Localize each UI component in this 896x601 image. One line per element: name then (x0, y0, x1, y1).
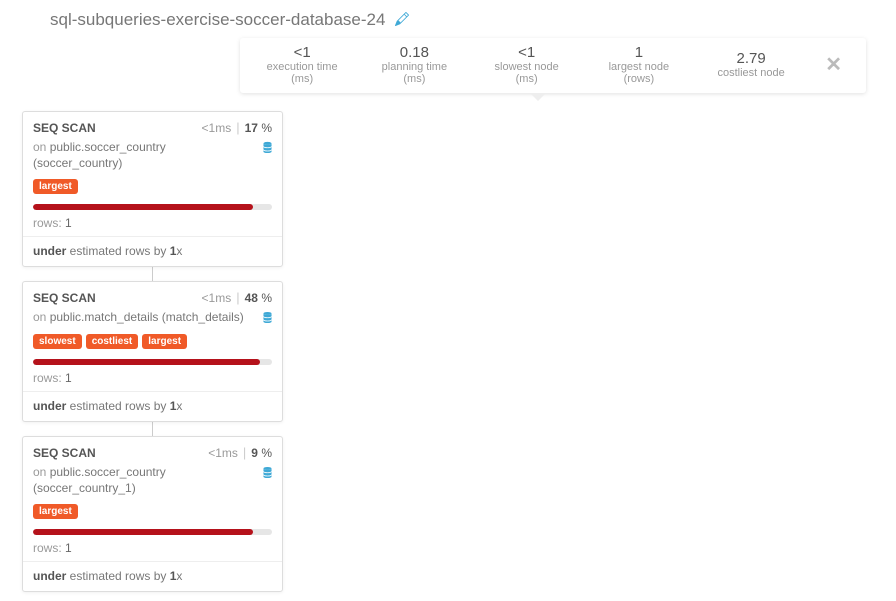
separator: | (243, 445, 246, 460)
stat-value: <1 (485, 44, 569, 61)
badge-largest: largest (33, 179, 78, 194)
rows-line: rows: 1 (23, 369, 282, 391)
rows-line: rows: 1 (23, 539, 282, 561)
node-title: SEQ SCAN (33, 121, 202, 135)
database-icon (261, 311, 274, 329)
page-header: sql-subqueries-exercise-soccer-database-… (0, 0, 896, 38)
node-title: SEQ SCAN (33, 446, 208, 460)
node-header: SEQ SCAN <1ms | 48 % (23, 282, 282, 309)
stat-label: slowest node (ms) (485, 61, 569, 85)
close-icon[interactable]: ✕ (821, 52, 846, 77)
plan-nodes: SEQ SCAN <1ms | 17 % on public.soccer_co… (0, 111, 896, 592)
node-connector (152, 267, 153, 281)
stat-planning-time: 0.18 planning time (ms) (372, 44, 456, 85)
progress-bar (33, 359, 272, 365)
stat-costliest-node: 2.79 costliest node (709, 50, 793, 79)
badge-largest: largest (33, 504, 78, 519)
stat-largest-node: 1 largest node (rows) (597, 44, 681, 85)
node-title: SEQ SCAN (33, 291, 202, 305)
estimate-line: under estimated rows by 1x (23, 392, 282, 421)
stats-bar: <1 execution time (ms) 0.18 planning tim… (240, 38, 866, 93)
node-time: <1ms (202, 121, 232, 135)
stat-slowest-node: <1 slowest node (ms) (485, 44, 569, 85)
node-percent: 17 % (245, 121, 272, 135)
node-subtitle: on public.soccer_country (soccer_country… (23, 464, 282, 502)
stat-value: 2.79 (709, 50, 793, 67)
stat-label: planning time (ms) (372, 61, 456, 85)
node-connector (152, 422, 153, 436)
database-icon (261, 466, 274, 484)
plan-node[interactable]: SEQ SCAN <1ms | 48 % on public.match_det… (22, 281, 283, 421)
pencil-icon[interactable] (395, 12, 409, 29)
estimate-line: under estimated rows by 1x (23, 562, 282, 591)
separator: | (236, 120, 239, 135)
badge-costliest: costliest (86, 334, 139, 349)
progress-fill (33, 204, 253, 210)
node-time: <1ms (208, 446, 238, 460)
stat-execution-time: <1 execution time (ms) (260, 44, 344, 85)
badge-slowest: slowest (33, 334, 82, 349)
progress-fill (33, 529, 253, 535)
node-subtitle: on public.soccer_country (soccer_country… (23, 139, 282, 177)
page-title: sql-subqueries-exercise-soccer-database-… (50, 10, 385, 30)
progress-bar (33, 529, 272, 535)
database-icon (261, 141, 274, 159)
progress-fill (33, 359, 260, 365)
stat-label: execution time (ms) (260, 61, 344, 85)
stat-value: 1 (597, 44, 681, 61)
node-time: <1ms (202, 291, 232, 305)
stat-value: <1 (260, 44, 344, 61)
node-percent: 9 % (251, 446, 272, 460)
badge-largest: largest (142, 334, 187, 349)
node-subtitle: on public.match_details (match_details) (23, 309, 282, 331)
plan-node[interactable]: SEQ SCAN <1ms | 9 % on public.soccer_cou… (22, 436, 283, 592)
estimate-line: under estimated rows by 1x (23, 237, 282, 266)
progress-bar (33, 204, 272, 210)
stat-label: costliest node (709, 67, 793, 79)
node-badges: slowest costliest largest (23, 332, 282, 355)
node-badges: largest (23, 502, 282, 525)
rows-line: rows: 1 (23, 214, 282, 236)
separator: | (236, 290, 239, 305)
plan-node[interactable]: SEQ SCAN <1ms | 17 % on public.soccer_co… (22, 111, 283, 267)
stat-value: 0.18 (372, 44, 456, 61)
node-header: SEQ SCAN <1ms | 17 % (23, 112, 282, 139)
node-percent: 48 % (245, 291, 272, 305)
stat-label: largest node (rows) (597, 61, 681, 85)
node-badges: largest (23, 177, 282, 200)
node-header: SEQ SCAN <1ms | 9 % (23, 437, 282, 464)
